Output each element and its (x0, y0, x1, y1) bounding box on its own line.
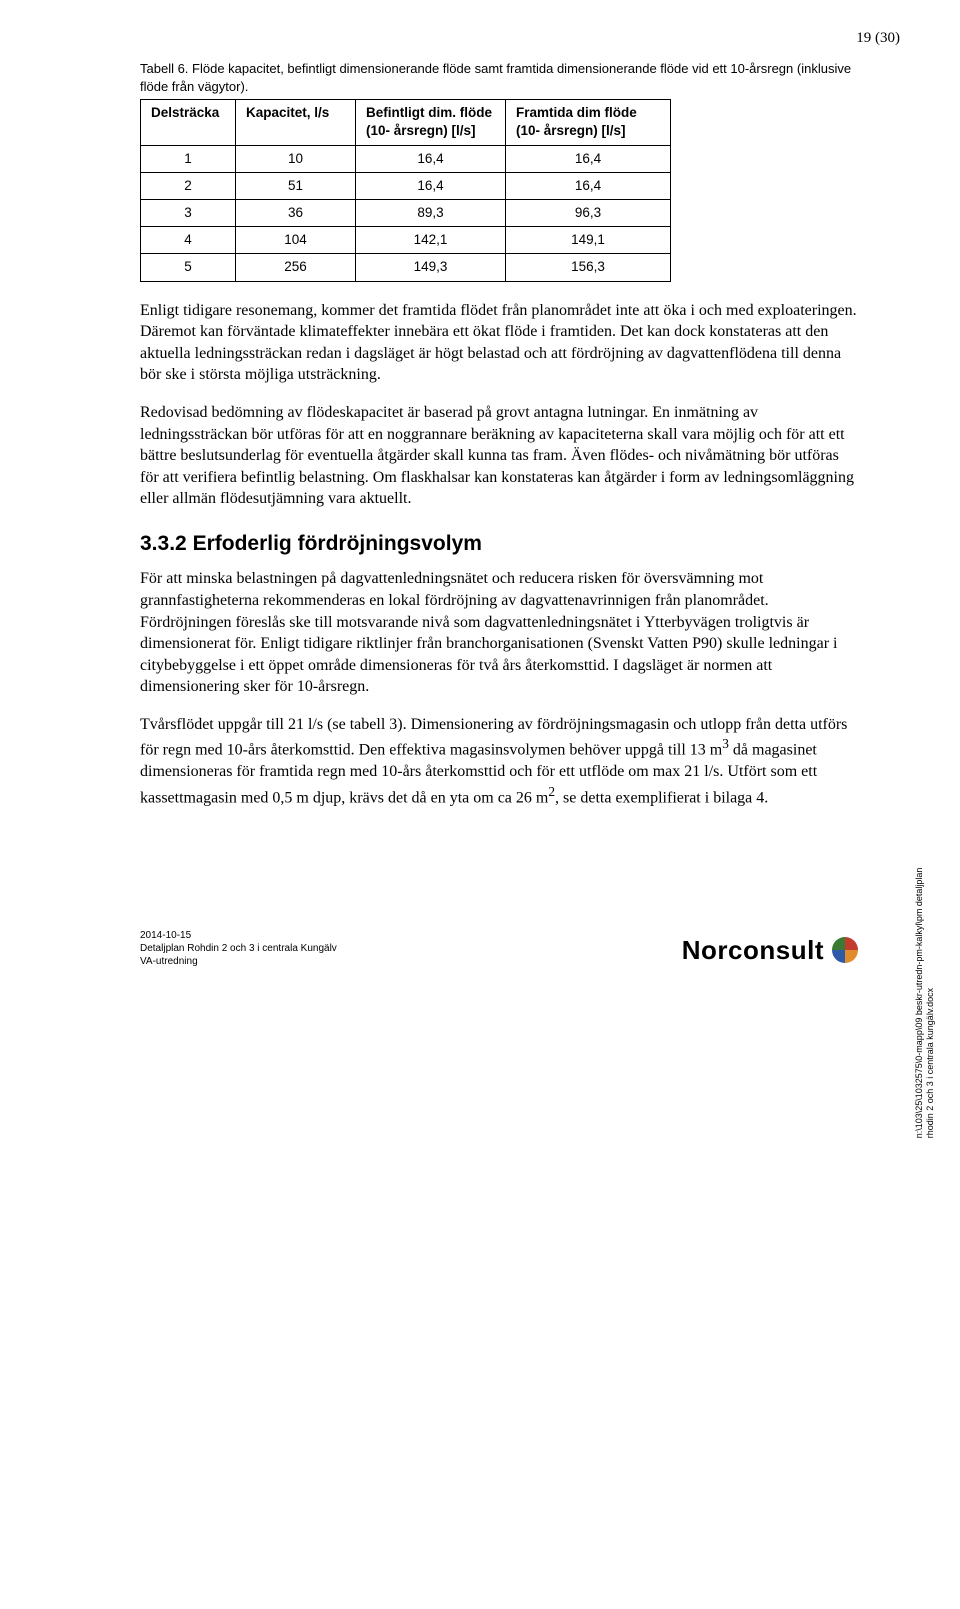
table-cell: 149,3 (356, 254, 506, 281)
table-caption: Tabell 6. Flöde kapacitet, befintligt di… (140, 60, 860, 95)
norconsult-logo: Norconsult (682, 933, 860, 968)
footer-line2: Detaljplan Rohdin 2 och 3 i centrala Kun… (140, 942, 337, 955)
table-row: 25116,416,4 (141, 172, 671, 199)
col-framtida: Framtida dim flöde (10- årsregn) [l/s] (506, 100, 671, 145)
table-cell: 36 (236, 199, 356, 226)
table-header-row: Delsträcka Kapacitet, l/s Befintligt dim… (141, 100, 671, 145)
section-title: Erfoderlig fördröjningsvolym (193, 532, 482, 555)
table-cell: 16,4 (356, 145, 506, 172)
sp2-c: , se detta exemplifierat i bilaga 4. (555, 789, 768, 806)
footer-left: 2014-10-15 Detaljplan Rohdin 2 och 3 i c… (140, 929, 337, 968)
table-cell: 10 (236, 145, 356, 172)
table-cell: 1 (141, 145, 236, 172)
table-cell: 104 (236, 227, 356, 254)
table-row: 33689,396,3 (141, 199, 671, 226)
section-paragraph-1: För att minska belastningen på dagvatten… (140, 568, 860, 698)
logo-text: Norconsult (682, 933, 824, 968)
page-footer: 2014-10-15 Detaljplan Rohdin 2 och 3 i c… (140, 929, 860, 968)
table-cell: 5 (141, 254, 236, 281)
side-path-line1: n:\103\25\1032575\0-mapp\09 beskr-utredn… (914, 868, 924, 1139)
page-number: 19 (30) (856, 28, 900, 48)
table-cell: 142,1 (356, 227, 506, 254)
logo-mark-icon (830, 935, 860, 965)
table-cell: 16,4 (356, 172, 506, 199)
footer-date: 2014-10-15 (140, 929, 337, 942)
section-heading: 3.3.2 Erfoderlig fördröjningsvolym (140, 530, 860, 558)
table-cell: 3 (141, 199, 236, 226)
col-delstracka: Delsträcka (141, 100, 236, 145)
side-path-line2: rhodin 2 och 3 i centrala kungälv.docx (925, 988, 935, 1138)
table-row: 5256149,3156,3 (141, 254, 671, 281)
footer-line3: VA-utredning (140, 955, 337, 968)
table-row: 4104142,1149,1 (141, 227, 671, 254)
table-cell: 51 (236, 172, 356, 199)
side-file-path: n:\103\25\1032575\0-mapp\09 beskr-utredn… (914, 868, 936, 1139)
col-kapacitet: Kapacitet, l/s (236, 100, 356, 145)
table-cell: 96,3 (506, 199, 671, 226)
paragraph-2: Redovisad bedömning av flödeskapacitet ä… (140, 402, 860, 510)
table-cell: 16,4 (506, 145, 671, 172)
col-befintligt: Befintligt dim. flöde (10- årsregn) [l/s… (356, 100, 506, 145)
table-cell: 156,3 (506, 254, 671, 281)
table-row: 11016,416,4 (141, 145, 671, 172)
capacity-table: Delsträcka Kapacitet, l/s Befintligt dim… (140, 99, 671, 282)
section-number: 3.3.2 (140, 532, 187, 555)
table-cell: 149,1 (506, 227, 671, 254)
paragraph-1: Enligt tidigare resonemang, kommer det f… (140, 300, 860, 386)
sup-1: 3 (722, 736, 729, 751)
table-cell: 89,3 (356, 199, 506, 226)
table-cell: 256 (236, 254, 356, 281)
section-paragraph-2: Tvårsflödet uppgår till 21 l/s (se tabel… (140, 714, 860, 809)
table-cell: 16,4 (506, 172, 671, 199)
table-cell: 2 (141, 172, 236, 199)
table-cell: 4 (141, 227, 236, 254)
